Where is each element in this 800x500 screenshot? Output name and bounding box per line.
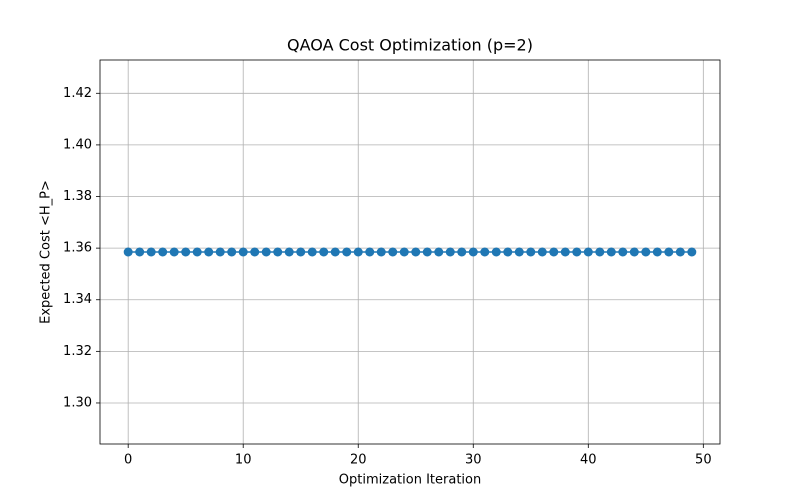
point	[641, 247, 651, 257]
point	[215, 247, 225, 257]
point	[273, 247, 283, 257]
point	[468, 247, 478, 257]
point	[399, 247, 409, 257]
y-tick-label: 1.32	[63, 344, 92, 359]
point	[457, 247, 467, 257]
point	[583, 247, 593, 257]
point	[181, 247, 191, 257]
point	[480, 247, 490, 257]
point	[307, 247, 317, 257]
point	[618, 247, 628, 257]
point	[422, 247, 432, 257]
point	[526, 247, 536, 257]
point	[353, 247, 363, 257]
point	[135, 247, 145, 257]
y-tick-label: 1.34	[63, 292, 92, 307]
y-tick-label: 1.30	[63, 395, 92, 410]
point	[192, 247, 202, 257]
x-tick-label: 10	[235, 453, 252, 468]
point	[434, 247, 444, 257]
point	[227, 247, 237, 257]
x-tick-label: 30	[465, 453, 482, 468]
point	[687, 247, 697, 257]
point	[560, 247, 570, 257]
x-axis-label: Optimization Iteration	[339, 473, 481, 488]
point	[595, 247, 605, 257]
point	[365, 247, 375, 257]
y-axis-label: Expected Cost <H_P>	[39, 180, 54, 324]
y-tick-label: 1.38	[63, 189, 92, 204]
point	[204, 247, 214, 257]
point	[445, 247, 455, 257]
point	[652, 247, 662, 257]
x-tick-label: 20	[350, 453, 367, 468]
y-tick-label: 1.36	[63, 241, 92, 256]
point	[123, 247, 133, 257]
point	[572, 247, 582, 257]
x-tick-label: 40	[580, 453, 597, 468]
point	[606, 247, 616, 257]
point	[664, 247, 674, 257]
point	[284, 247, 294, 257]
plot-frame	[99, 59, 721, 445]
point	[411, 247, 421, 257]
point	[629, 247, 639, 257]
point	[537, 247, 547, 257]
point	[491, 247, 501, 257]
point	[342, 247, 352, 257]
point	[514, 247, 524, 257]
point	[261, 247, 271, 257]
x-tick-label: 0	[124, 453, 132, 468]
point	[549, 247, 559, 257]
point	[250, 247, 260, 257]
y-tick-label: 1.40	[63, 137, 92, 152]
point	[158, 247, 168, 257]
point	[238, 247, 248, 257]
point	[503, 247, 513, 257]
point	[675, 247, 685, 257]
x-tick-label: 50	[695, 453, 712, 468]
point	[376, 247, 386, 257]
point	[388, 247, 398, 257]
y-tick-label: 1.42	[63, 86, 92, 101]
point	[169, 247, 179, 257]
point	[330, 247, 340, 257]
point	[146, 247, 156, 257]
point	[296, 247, 306, 257]
chart-title: QAOA Cost Optimization (p=2)	[287, 36, 533, 55]
point	[319, 247, 329, 257]
